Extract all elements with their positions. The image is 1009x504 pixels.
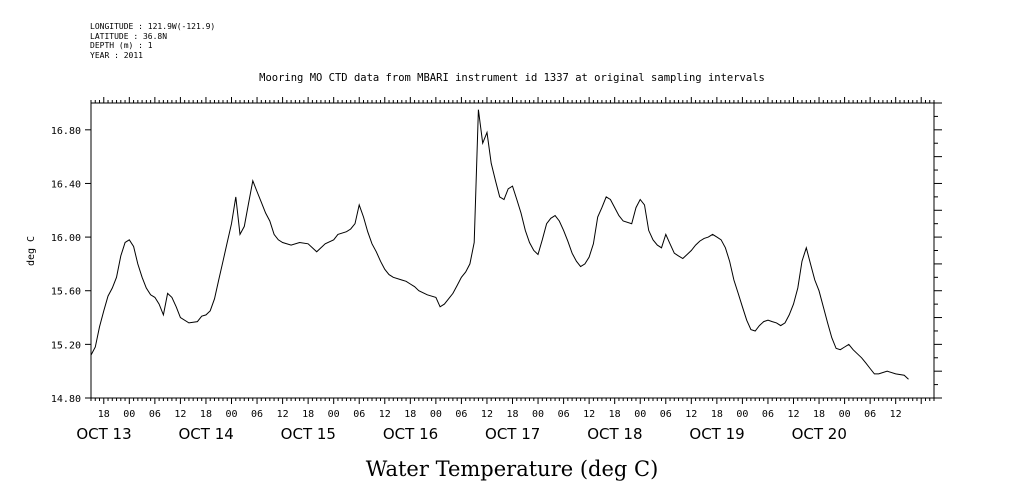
x-date-label: OCT 15 [281,425,336,443]
x-hour-tick-label: 00 [328,409,340,420]
x-date-label: OCT 17 [485,425,540,443]
x-hour-tick-label: 06 [455,409,467,420]
plot-frame [90,102,935,399]
x-hour-tick-label: 12 [379,409,391,420]
x-hour-tick-label: 18 [302,409,314,420]
x-hour-tick-label: 06 [353,409,365,420]
x-hour-tick-label: 00 [839,409,851,420]
depth-label: DEPTH (m) : 1 [90,41,153,50]
x-hour-tick-label: 00 [225,409,237,420]
x-hour-tick-label: 12 [583,409,595,420]
x-hour-tick-label: 06 [660,409,672,420]
x-hour-tick-label: 18 [506,409,518,420]
x-date-label: OCT 14 [179,425,234,443]
x-hour-tick-label: 12 [174,409,186,420]
station-metadata: LONGITUDE : 121.9W(-121.9) LATITUDE : 36… [90,22,215,60]
top-tick-marks [90,97,935,103]
x-hour-tick-label: 06 [864,409,876,420]
right-tick-marks [934,102,942,399]
x-hour-tick-label: 18 [98,409,110,420]
x-hour-tick-label: 18 [813,409,825,420]
y-tick-label: 15.20 [51,340,81,351]
y-tick-label: 14.80 [51,394,81,405]
x-hour-tick-label: 18 [609,409,621,420]
y-tick-label: 15.60 [51,287,81,298]
year-label: YEAR : 2011 [90,50,143,60]
y-tick-label: 16.00 [51,233,81,244]
x-date-label: OCT 19 [689,425,744,443]
x-hour-tick-label: 18 [200,409,212,420]
x-hour-tick-label: 00 [532,409,544,420]
x-axis: 18 00 06 12 18 00 06 12 18 00 06 12 18 00 06 12 18 00 06 12… [76,409,901,443]
x-hour-tick-label: 06 [251,409,263,420]
x-date-label: OCT 16 [383,425,438,443]
y-axis-label: deg C [26,236,37,266]
x-hour-tick-label: 12 [890,409,902,420]
x-date-label: OCT 18 [587,425,642,443]
x-hour-tick-label: 12 [277,409,289,420]
x-hour-tick-label: 18 [404,409,416,420]
x-hour-tick-label: 00 [736,409,748,420]
x-hour-tick-label: 06 [762,409,774,420]
x-hour-tick-label: 12 [685,409,697,420]
y-axis: 14.80 15.20 15.60 16.00 16.40 16.80 [51,126,91,405]
x-hour-tick-label: 06 [558,409,570,420]
bottom-tick-marks [90,398,935,404]
latitude-label: LATITUDE : 36.8N [90,31,168,41]
x-hour-tick-label: 18 [711,409,723,420]
x-hour-tick-label: 00 [634,409,646,420]
x-hour-tick-label: 12 [787,409,799,420]
x-hour-tick-label: 00 [430,409,442,420]
y-tick-label: 16.80 [51,126,81,137]
x-hour-tick-label: 00 [123,409,135,420]
x-date-label: OCT 20 [792,425,847,443]
temperature-series-line [90,109,909,380]
chart-title: Mooring MO CTD data from MBARI instrumen… [259,72,765,84]
y-tick-label: 16.40 [51,179,81,190]
x-axis-label: Water Temperature (deg C) [366,457,659,481]
x-date-label: OCT 13 [76,425,131,443]
x-hour-tick-label: 12 [481,409,493,420]
x-hour-tick-label: 06 [149,409,161,420]
longitude-label: LONGITUDE : 121.9W(-121.9) [90,22,216,31]
